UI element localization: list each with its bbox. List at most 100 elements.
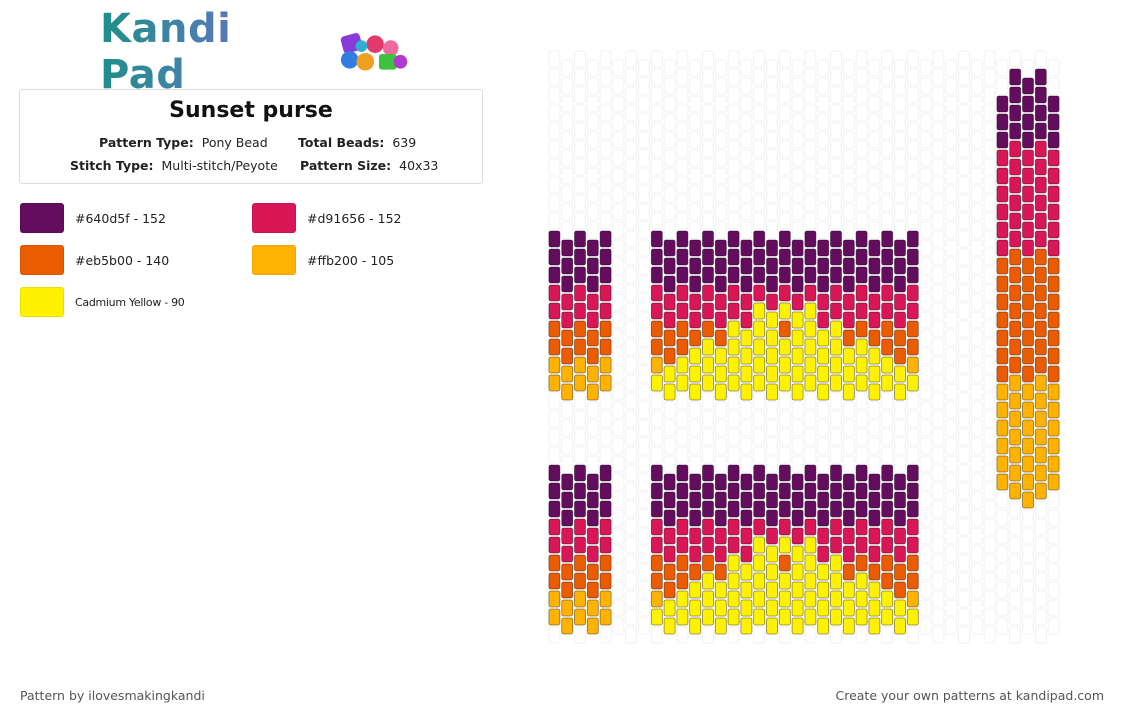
bead — [548, 572, 561, 590]
bead — [740, 383, 753, 401]
empty-bead — [868, 401, 881, 419]
bead — [753, 266, 766, 284]
bead — [1034, 68, 1047, 86]
empty-bead — [804, 158, 817, 176]
bead — [663, 545, 676, 563]
empty-bead — [983, 248, 996, 266]
empty-bead — [625, 500, 638, 518]
bead — [830, 284, 842, 302]
empty-bead — [1034, 518, 1047, 536]
empty-bead — [778, 446, 791, 464]
bead — [1022, 293, 1034, 311]
empty-bead — [983, 140, 996, 158]
bead — [676, 320, 689, 338]
empty-bead — [894, 419, 906, 437]
bead — [548, 356, 561, 374]
bead — [689, 473, 702, 491]
kandipad-logo[interactable]: Kandi Pad — [100, 6, 410, 98]
empty-bead — [894, 221, 906, 239]
empty-bead — [625, 356, 638, 374]
empty-bead — [650, 176, 663, 194]
empty-bead — [983, 608, 996, 626]
bead — [868, 563, 881, 581]
empty-bead — [586, 95, 599, 113]
bead — [791, 311, 804, 329]
empty-bead — [702, 176, 714, 194]
bead — [740, 599, 753, 617]
empty-bead — [830, 428, 842, 446]
empty-bead — [612, 599, 625, 617]
bead — [817, 563, 830, 581]
bead — [881, 518, 894, 536]
bead — [881, 572, 894, 590]
empty-bead — [574, 176, 586, 194]
empty-bead — [906, 104, 919, 122]
bead — [1009, 248, 1022, 266]
bead — [791, 473, 804, 491]
empty-bead — [983, 554, 996, 572]
empty-bead — [932, 464, 945, 482]
bead — [804, 500, 817, 518]
empty-bead — [663, 221, 676, 239]
bead — [663, 509, 676, 527]
bead — [804, 572, 817, 590]
empty-bead — [561, 455, 574, 473]
empty-bead — [970, 473, 983, 491]
empty-bead — [625, 212, 638, 230]
empty-bead — [919, 617, 932, 635]
empty-bead — [830, 194, 842, 212]
bead — [855, 230, 868, 248]
pattern-title: Sunset purse — [169, 98, 333, 123]
bead — [791, 545, 804, 563]
empty-bead — [625, 104, 638, 122]
empty-bead — [855, 194, 868, 212]
bead — [996, 365, 1009, 383]
bead — [689, 491, 702, 509]
bead — [766, 581, 778, 599]
empty-bead — [561, 149, 574, 167]
bead — [574, 518, 586, 536]
empty-bead — [830, 176, 842, 194]
empty-bead — [945, 437, 958, 455]
empty-bead — [881, 50, 894, 68]
empty-bead — [842, 203, 855, 221]
empty-bead — [958, 482, 970, 500]
empty-bead — [894, 401, 906, 419]
empty-bead — [663, 131, 676, 149]
empty-bead — [676, 68, 689, 86]
empty-bead — [778, 140, 791, 158]
empty-bead — [945, 509, 958, 527]
bead — [599, 374, 612, 392]
empty-bead — [727, 392, 740, 410]
empty-bead — [842, 185, 855, 203]
create-pattern-link[interactable]: Create your own patterns at kandipad.com — [835, 688, 1104, 703]
bead — [714, 329, 727, 347]
bead — [1022, 113, 1034, 131]
bead — [766, 239, 778, 257]
bead — [1022, 329, 1034, 347]
bead — [548, 284, 561, 302]
empty-bead — [740, 455, 753, 473]
empty-bead — [638, 329, 650, 347]
bead — [1009, 428, 1022, 446]
bead — [740, 617, 753, 635]
empty-bead — [753, 446, 766, 464]
bead — [996, 257, 1009, 275]
empty-bead — [842, 77, 855, 95]
bead — [766, 347, 778, 365]
bead — [586, 599, 599, 617]
empty-bead — [970, 221, 983, 239]
bead — [766, 563, 778, 581]
bead — [817, 545, 830, 563]
empty-bead — [983, 212, 996, 230]
empty-bead — [638, 257, 650, 275]
empty-bead — [586, 59, 599, 77]
bead — [599, 302, 612, 320]
empty-bead — [906, 626, 919, 644]
empty-bead — [1047, 545, 1060, 563]
bead — [586, 329, 599, 347]
empty-bead — [983, 122, 996, 140]
empty-bead — [894, 95, 906, 113]
empty-bead — [996, 491, 1009, 509]
empty-bead — [650, 446, 663, 464]
